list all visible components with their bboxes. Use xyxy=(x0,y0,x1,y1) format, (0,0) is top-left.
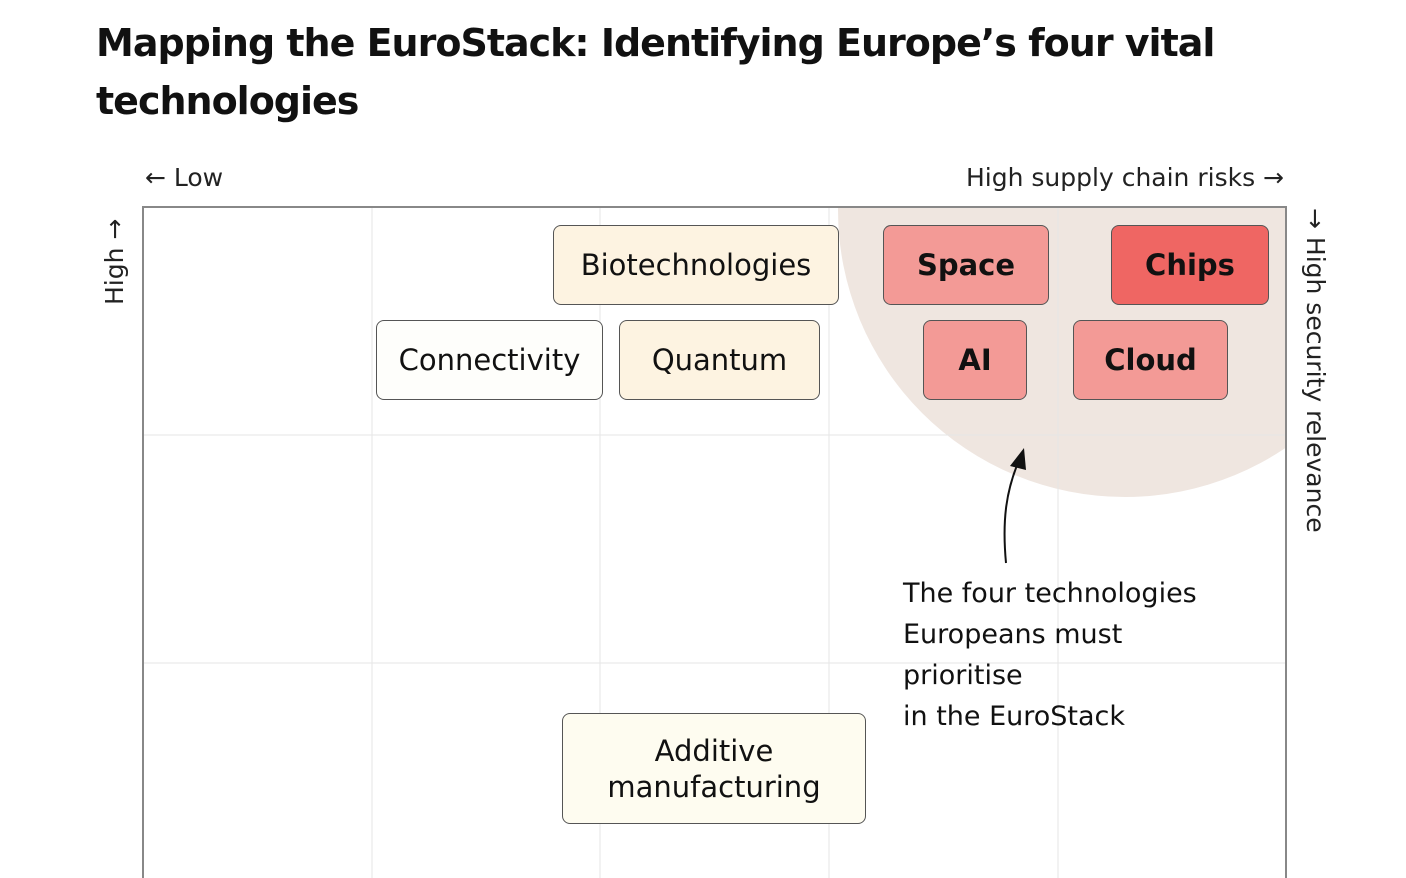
arrow-head-icon xyxy=(1010,448,1026,470)
annotation-arrow xyxy=(1003,457,1021,564)
x-axis-low-label: ← Low xyxy=(145,163,224,192)
tech-quantum: Quantum xyxy=(619,320,820,400)
annotation-line: The four technologies xyxy=(903,578,1197,609)
tech-biotechnologies: Biotechnologies xyxy=(553,225,839,305)
tech-ai: AI xyxy=(923,320,1027,400)
tech-cloud: Cloud xyxy=(1073,320,1228,400)
x-axis-high-label: High supply chain risks → xyxy=(966,163,1284,192)
annotation-line: in the EuroStack xyxy=(903,701,1126,732)
page-title: Mapping the EuroStack: Identifying Europ… xyxy=(96,21,1215,123)
annotation-line: Europeans must xyxy=(903,619,1123,650)
tech-additive-manufacturing: Additive manufacturing xyxy=(562,713,866,824)
annotation-text: The four technologies Europeans must pri… xyxy=(903,573,1197,737)
annotation-line: prioritise xyxy=(903,660,1023,691)
tech-chips: Chips xyxy=(1111,225,1269,305)
tech-connectivity: Connectivity xyxy=(376,320,603,400)
tech-space: Space xyxy=(883,225,1049,305)
plot-frame xyxy=(142,206,1287,878)
